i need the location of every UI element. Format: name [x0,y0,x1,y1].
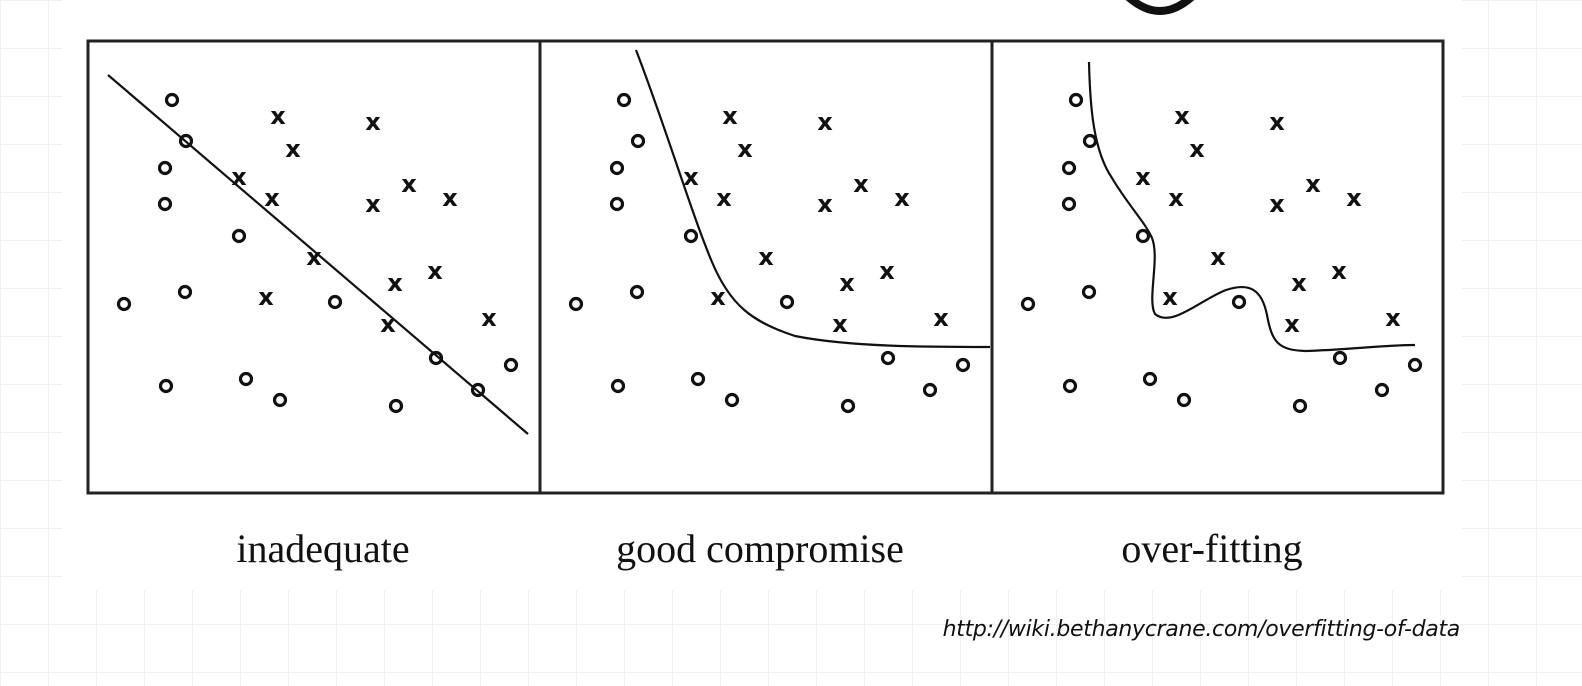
inadequate-x-point: x [401,170,417,198]
good-compromise-o-point [616,92,632,108]
over-fitting-x-point: x [1210,243,1226,271]
over-fitting-x-point: x [1135,163,1151,191]
title-glyph-fragment [1125,0,1195,15]
good-compromise-x-point: x [817,190,833,218]
over-fitting-o-point [1081,284,1097,300]
inadequate-x-point: x [442,184,458,212]
inadequate-o-point [428,350,444,366]
good-compromise-x-point: x [737,135,753,163]
inadequate-o-point [164,92,180,108]
inadequate-x-point: x [306,243,322,271]
over-fitting-o-point [1082,133,1098,149]
inadequate-o-point [238,371,254,387]
good-compromise-x-point: x [817,108,833,136]
good-compromise-o-point [690,371,706,387]
over-fitting-x-point: x [1331,257,1347,285]
inadequate-o-point [158,378,174,394]
inadequate-x-point: x [258,283,274,311]
good-compromise-x-point: x [722,102,738,130]
inadequate-o-point [503,357,519,373]
over-fitting-boundary-curve [1087,61,1416,353]
good-compromise-x-point: x [879,257,895,285]
inadequate-o-point [177,284,193,300]
over-fitting-o-point [1176,392,1192,408]
over-fitting-x-point: x [1291,269,1307,297]
over-fitting-o-point [1020,296,1036,312]
over-fitting-x-point: x [1269,190,1285,218]
good-compromise-o-point [609,196,625,212]
good-compromise-o-point [609,160,625,176]
caption-over-fitting: over-fitting [1121,526,1302,571]
over-fitting-o-point [1142,371,1158,387]
inadequate-x-point: x [231,163,247,191]
over-fitting-x-point: x [1168,184,1184,212]
inadequate-x-point: x [264,184,280,212]
good-compromise-x-point: x [853,170,869,198]
good-compromise-x-point: x [758,243,774,271]
good-compromise-x-point: x [683,163,699,191]
over-fitting-x-point: x [1162,283,1178,311]
good-compromise-x-point: x [716,184,732,212]
inadequate-x-point: x [387,269,403,297]
good-compromise-o-point [880,350,896,366]
inadequate-x-point: x [270,102,286,130]
good-compromise-boundary-curve [634,49,991,349]
over-fitting-o-point [1135,228,1151,244]
inadequate-x-point: x [365,108,381,136]
inadequate-o-point [231,228,247,244]
good-compromise-o-point [683,228,699,244]
inadequate-x-point: x [285,135,301,163]
over-fitting-o-point [1374,382,1390,398]
over-fitting-o-point [1332,350,1348,366]
over-fitting-o-point [1061,160,1077,176]
over-fitting-x-point: x [1189,135,1205,163]
inadequate-o-point [116,296,132,312]
inadequate-x-point: x [427,257,443,285]
inadequate-o-point [327,294,343,310]
over-fitting-x-point: x [1174,102,1190,130]
inadequate-o-point [272,392,288,408]
caption-good-compromise: good compromise [616,526,904,571]
inadequate-o-point [178,133,194,149]
good-compromise-o-point [629,284,645,300]
over-fitting-o-point [1062,378,1078,394]
inadequate-x-point: x [380,310,396,338]
inadequate-x-point: x [481,304,497,332]
good-compromise-o-point [568,296,584,312]
good-compromise-o-point [922,382,938,398]
inadequate-o-point [388,398,404,414]
over-fitting-x-point: x [1346,184,1362,212]
good-compromise-o-point [840,398,856,414]
good-compromise-o-point [724,392,740,408]
over-fitting-o-point [1061,196,1077,212]
good-compromise-o-point [630,133,646,149]
over-fitting-x-point: x [1305,170,1321,198]
inadequate-o-point [157,160,173,176]
good-compromise-x-point: x [710,283,726,311]
good-compromise-x-point: x [933,304,949,332]
diagram-outer-frame [86,39,1445,495]
good-compromise-x-point: x [832,310,848,338]
inadequate-o-point [157,196,173,212]
good-compromise-x-point: x [894,184,910,212]
good-compromise-x-point: x [839,269,855,297]
good-compromise-o-point [955,357,971,373]
source-url: http://wiki.bethanycrane.com/overfitting… [942,617,1461,642]
inadequate-x-point: x [365,190,381,218]
caption-inadequate: inadequate [236,526,409,571]
over-fitting-o-point [1231,294,1247,310]
over-fitting-x-point: x [1284,310,1300,338]
good-compromise-o-point [779,294,795,310]
inadequate-o-point [470,382,486,398]
over-fitting-x-point: x [1385,304,1401,332]
inadequate-boundary-line [107,74,529,435]
over-fitting-x-point: x [1269,108,1285,136]
good-compromise-o-point [610,378,626,394]
over-fitting-o-point [1068,92,1084,108]
over-fitting-o-point [1292,398,1308,414]
over-fitting-o-point [1407,357,1423,373]
